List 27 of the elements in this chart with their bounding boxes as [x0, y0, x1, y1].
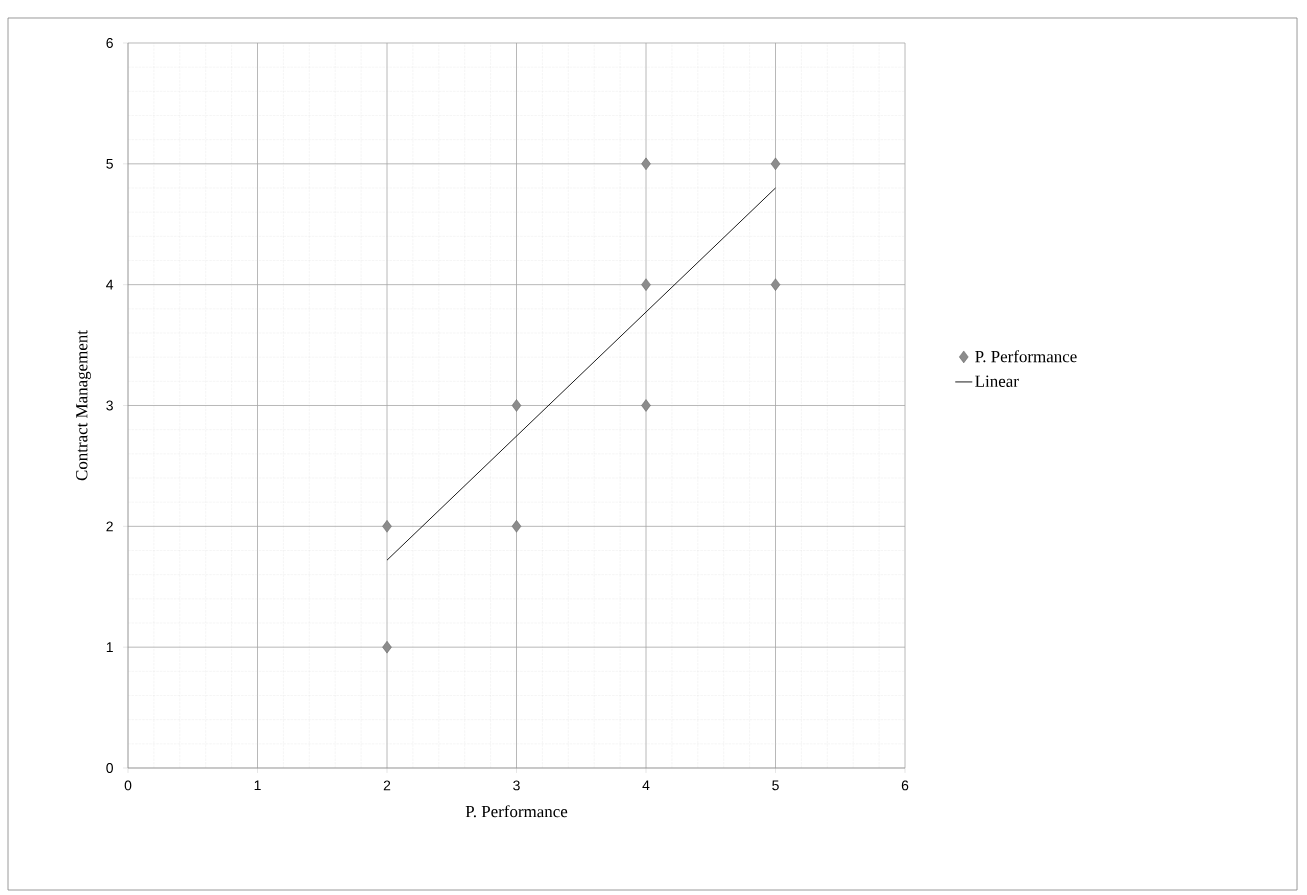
y-axis-title: Contract Management — [76, 330, 91, 481]
x-tick-label: 1 — [254, 780, 261, 791]
y-tick-label: 3 — [106, 400, 113, 411]
x-tick-label: 6 — [901, 780, 909, 791]
point — [382, 520, 392, 533]
point — [382, 640, 392, 654]
point — [641, 157, 651, 170]
x-tick-label: 5 — [772, 780, 779, 791]
x-axis-title: P. Performance — [465, 805, 568, 818]
y-tick-label: 2 — [106, 521, 113, 532]
y-tick-label: 1 — [106, 642, 113, 652]
point — [641, 399, 651, 412]
y-tick-label: 5 — [106, 158, 113, 169]
point — [511, 520, 522, 533]
x-tick-label: 4 — [642, 780, 650, 791]
x-tick-label: 0 — [124, 780, 132, 791]
y-tick-label: 6 — [106, 38, 113, 48]
legend-label: P. Performance — [975, 350, 1077, 363]
point — [770, 157, 781, 170]
x-tick-label: 3 — [513, 780, 520, 791]
point — [770, 278, 781, 291]
point — [511, 399, 522, 412]
point — [641, 278, 651, 291]
y-tick-label: 4 — [106, 279, 114, 290]
legend-label: Linear — [975, 375, 1019, 387]
x-tick-label: 2 — [383, 780, 391, 791]
y-tick-label: 0 — [106, 763, 113, 773]
